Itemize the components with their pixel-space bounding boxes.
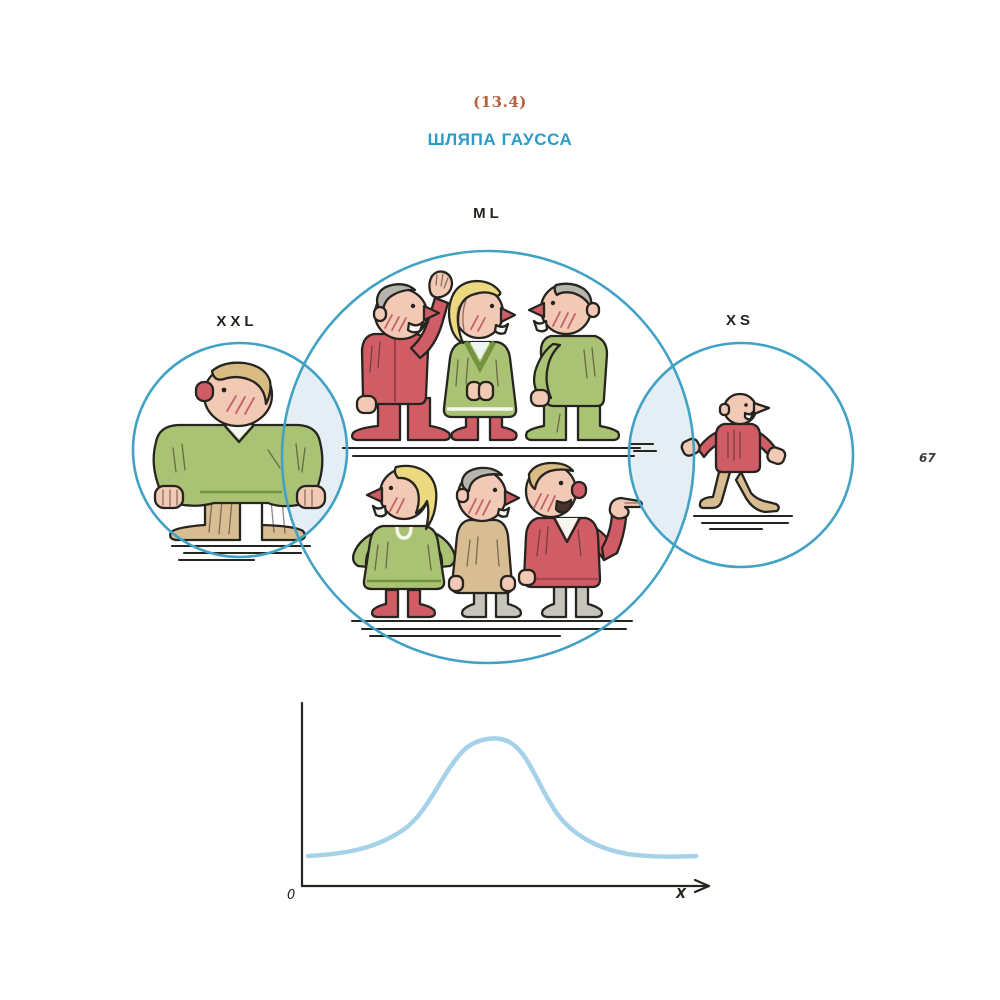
person-ml-woman-akimbo xyxy=(351,464,457,619)
ground-lines-ml-bottom xyxy=(350,619,634,638)
page-title: ШЛЯПА ГАУССА xyxy=(427,130,573,149)
nose xyxy=(503,489,521,507)
chart-origin-label: 0 xyxy=(287,888,296,903)
chart-x-axis-label: X xyxy=(676,887,687,902)
person-xs xyxy=(680,392,794,531)
nose xyxy=(365,486,384,504)
group-label-xxl: XXL xyxy=(216,313,258,330)
group-label-ml: ML xyxy=(473,205,503,222)
circle-xxl xyxy=(131,341,349,559)
nose xyxy=(527,301,546,319)
ear xyxy=(194,380,215,403)
ear xyxy=(372,305,388,323)
gaussian-curve xyxy=(305,736,699,859)
nose xyxy=(499,306,517,324)
ear xyxy=(570,480,588,500)
nose xyxy=(752,401,771,416)
person-xxl xyxy=(152,361,327,562)
person-ml-red-waving xyxy=(350,270,454,442)
ear xyxy=(718,402,731,417)
person-ml-green-man xyxy=(524,282,621,442)
size-circles xyxy=(131,249,855,665)
x-axis-arrowhead xyxy=(693,878,711,894)
ear xyxy=(585,301,601,319)
ground-lines-ml-top xyxy=(341,446,642,458)
figure-number: (13.4) xyxy=(473,93,527,111)
circle-ml xyxy=(280,249,696,665)
person-ml-tan-person xyxy=(447,466,523,619)
person-ml-woman-clasped xyxy=(442,279,518,442)
circle-xs xyxy=(627,341,855,569)
group-label-xs: XS xyxy=(725,312,754,329)
page-number: 67 xyxy=(919,451,936,465)
nose xyxy=(422,304,441,322)
bell-curve-chart xyxy=(300,701,711,894)
ground-lines-xs xyxy=(692,514,794,531)
ear xyxy=(455,487,470,504)
person-ml-red-pointing xyxy=(517,461,643,619)
